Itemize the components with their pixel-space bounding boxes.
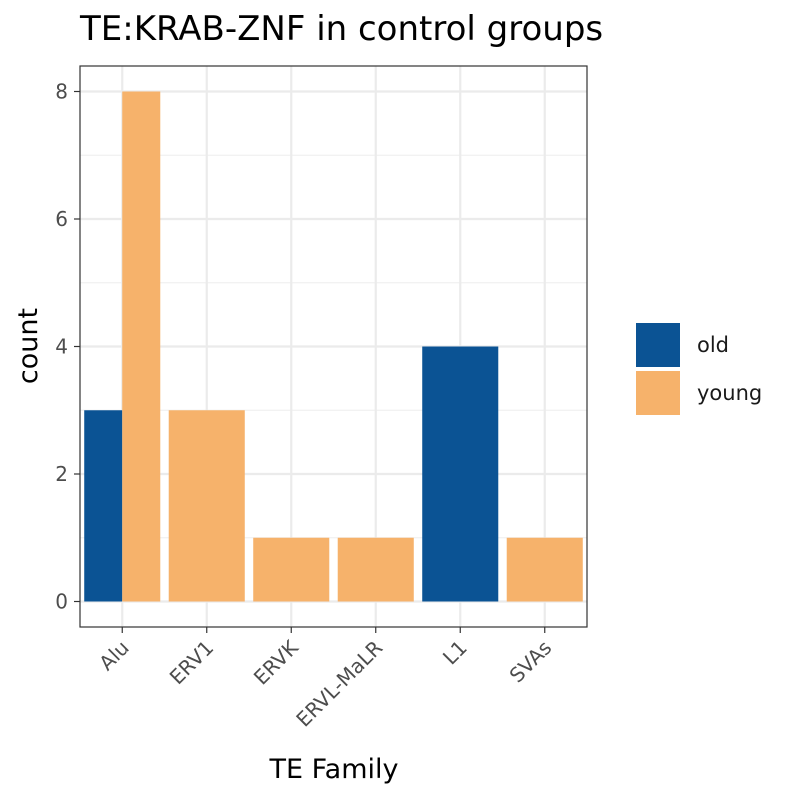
bar-young-ERV1 <box>168 410 245 602</box>
x-tick-label: ERVK <box>249 635 304 690</box>
legend-key-old <box>636 323 680 367</box>
y-tick-label: 0 <box>55 590 68 614</box>
y-tick-label: 4 <box>55 335 68 359</box>
bar-young-ERVK <box>253 537 330 602</box>
y-tick-label: 6 <box>55 207 68 231</box>
bar-young-Alu <box>122 91 161 602</box>
chart-title: TE:KRAB-ZNF in control groups <box>79 9 603 49</box>
bar-old-L1 <box>422 346 499 602</box>
bar-young-ERVL-MaLR <box>337 537 414 602</box>
x-tick-label: ERV1 <box>165 636 219 690</box>
x-axis-title: TE Family <box>268 754 398 785</box>
y-axis-title: count <box>13 308 44 384</box>
bar-young-SVAs <box>506 537 583 602</box>
legend: old young <box>636 323 762 415</box>
x-tick-label: L1 <box>438 636 472 670</box>
bar-old-Alu <box>84 410 123 602</box>
x-tick-label: Alu <box>94 636 134 676</box>
x-tick-label: SVAs <box>505 636 557 688</box>
x-tick-label: ERVL-MaLR <box>291 635 387 731</box>
y-tick-label: 8 <box>55 80 68 104</box>
legend-label-young: young <box>697 381 762 405</box>
legend-key-young <box>636 371 680 415</box>
y-tick-label: 2 <box>55 462 68 486</box>
legend-label-old: old <box>697 333 729 357</box>
